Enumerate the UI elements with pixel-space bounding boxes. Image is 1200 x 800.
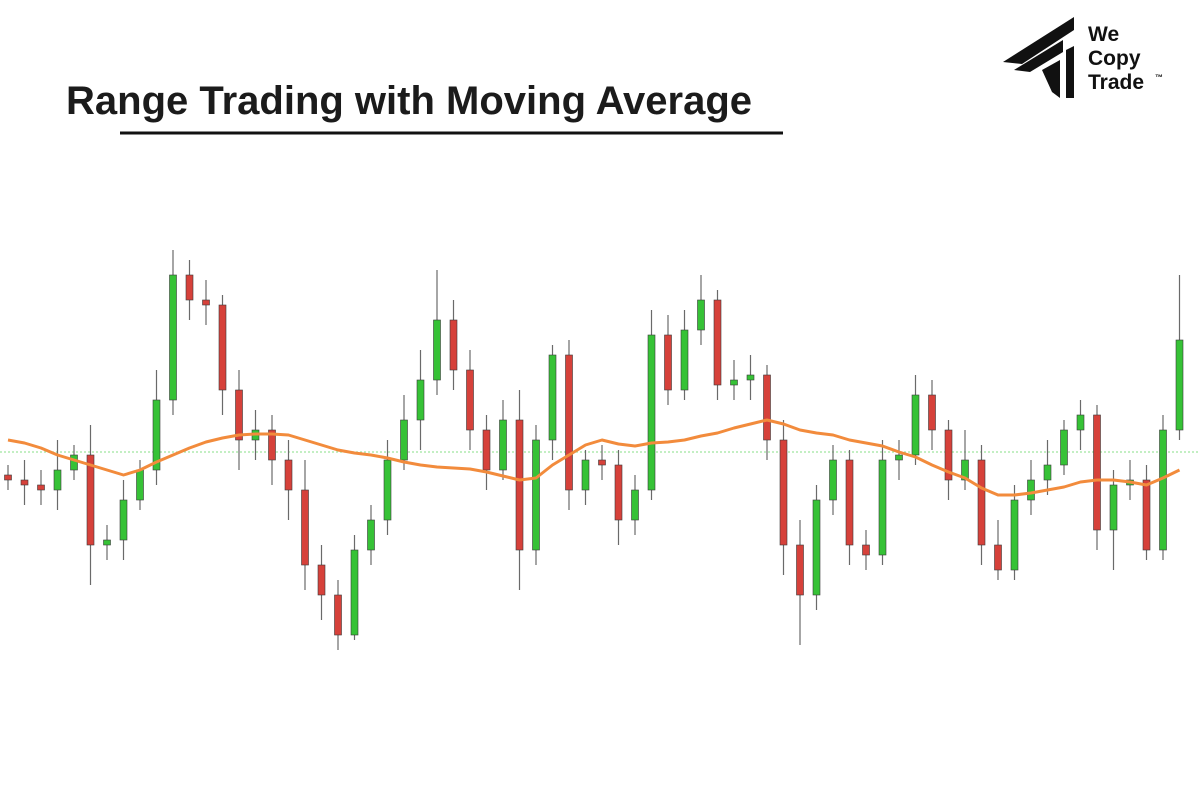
candle-body — [70, 454, 78, 471]
candle-body — [713, 299, 722, 386]
candle-body — [350, 549, 359, 636]
candle-body — [169, 274, 177, 401]
candle-body — [1109, 484, 1118, 531]
candle-body — [433, 319, 441, 381]
candle-body — [911, 394, 920, 456]
logo-stroke — [1042, 60, 1060, 98]
candle-body — [994, 544, 1002, 571]
candle-body — [317, 564, 326, 596]
candle-body — [4, 474, 12, 481]
candle-body — [1010, 499, 1019, 571]
candle-body — [1060, 429, 1068, 466]
candle-body — [119, 499, 128, 541]
candle-body — [977, 459, 986, 546]
candle-body — [20, 479, 29, 486]
logo-stroke — [1066, 46, 1074, 98]
candle-body — [235, 389, 243, 441]
candle-body — [383, 459, 392, 521]
candle-body — [862, 544, 870, 556]
candle-body — [532, 439, 540, 551]
candle-body — [202, 299, 210, 306]
candle-body — [37, 484, 45, 491]
candle-body — [301, 489, 309, 566]
chart-title: Range Trading with Moving Average — [66, 79, 752, 123]
candle-body — [499, 419, 507, 471]
plot-area — [0, 250, 1200, 650]
logo-stroke — [1003, 17, 1074, 64]
candle-body — [284, 459, 293, 491]
candle-body — [548, 354, 557, 441]
candle-body — [631, 489, 639, 521]
candle-body — [581, 459, 590, 491]
candle-body — [482, 429, 491, 471]
candle-body — [845, 459, 854, 546]
candle-body — [796, 544, 804, 596]
candle-body — [1142, 479, 1151, 551]
candle-body — [878, 459, 887, 556]
candle-body — [268, 429, 276, 461]
candle-body — [1093, 414, 1101, 531]
candle-body — [1027, 479, 1035, 501]
candle-body — [928, 394, 936, 431]
logo-text: We — [1088, 23, 1119, 46]
candle-body — [400, 419, 408, 461]
candle-body — [1076, 414, 1085, 431]
candle-body — [1175, 339, 1184, 431]
candle-body — [367, 519, 375, 551]
logo-text: Trade — [1088, 71, 1144, 94]
logo-text: Copy — [1088, 47, 1141, 70]
candle-body — [466, 369, 474, 431]
candle-body — [614, 464, 623, 521]
candle-body — [565, 354, 573, 491]
candle-body — [185, 274, 194, 301]
candle-body — [53, 469, 62, 491]
logo-stroke — [1014, 40, 1063, 72]
candle-body — [218, 304, 227, 391]
candle-body — [1043, 464, 1052, 481]
candle-body — [697, 299, 705, 331]
moving-average-line — [7, 418, 1181, 497]
logo: We Copy Trade ™ — [1003, 17, 1163, 98]
candle-body — [515, 419, 524, 551]
candle-body — [86, 454, 95, 546]
candle-body — [647, 334, 656, 491]
candle-body — [664, 334, 672, 391]
candle-body — [961, 459, 969, 481]
candle-body — [449, 319, 458, 371]
candle-body — [746, 374, 755, 381]
candle-body — [136, 469, 144, 501]
candle-body — [812, 499, 821, 596]
candle-body — [598, 459, 606, 466]
candle-body — [416, 379, 425, 421]
candle-body — [152, 399, 161, 471]
candle-body — [895, 454, 903, 461]
candle-body — [829, 459, 837, 501]
candle-body — [763, 374, 771, 441]
candle-body — [730, 379, 738, 386]
candle-body — [944, 429, 953, 481]
candle-body — [103, 539, 111, 546]
candle-body — [779, 439, 788, 546]
candle-body — [680, 329, 689, 391]
candle-body — [1159, 429, 1167, 551]
logo-trademark: ™ — [1155, 73, 1163, 82]
candle-body — [334, 594, 342, 636]
